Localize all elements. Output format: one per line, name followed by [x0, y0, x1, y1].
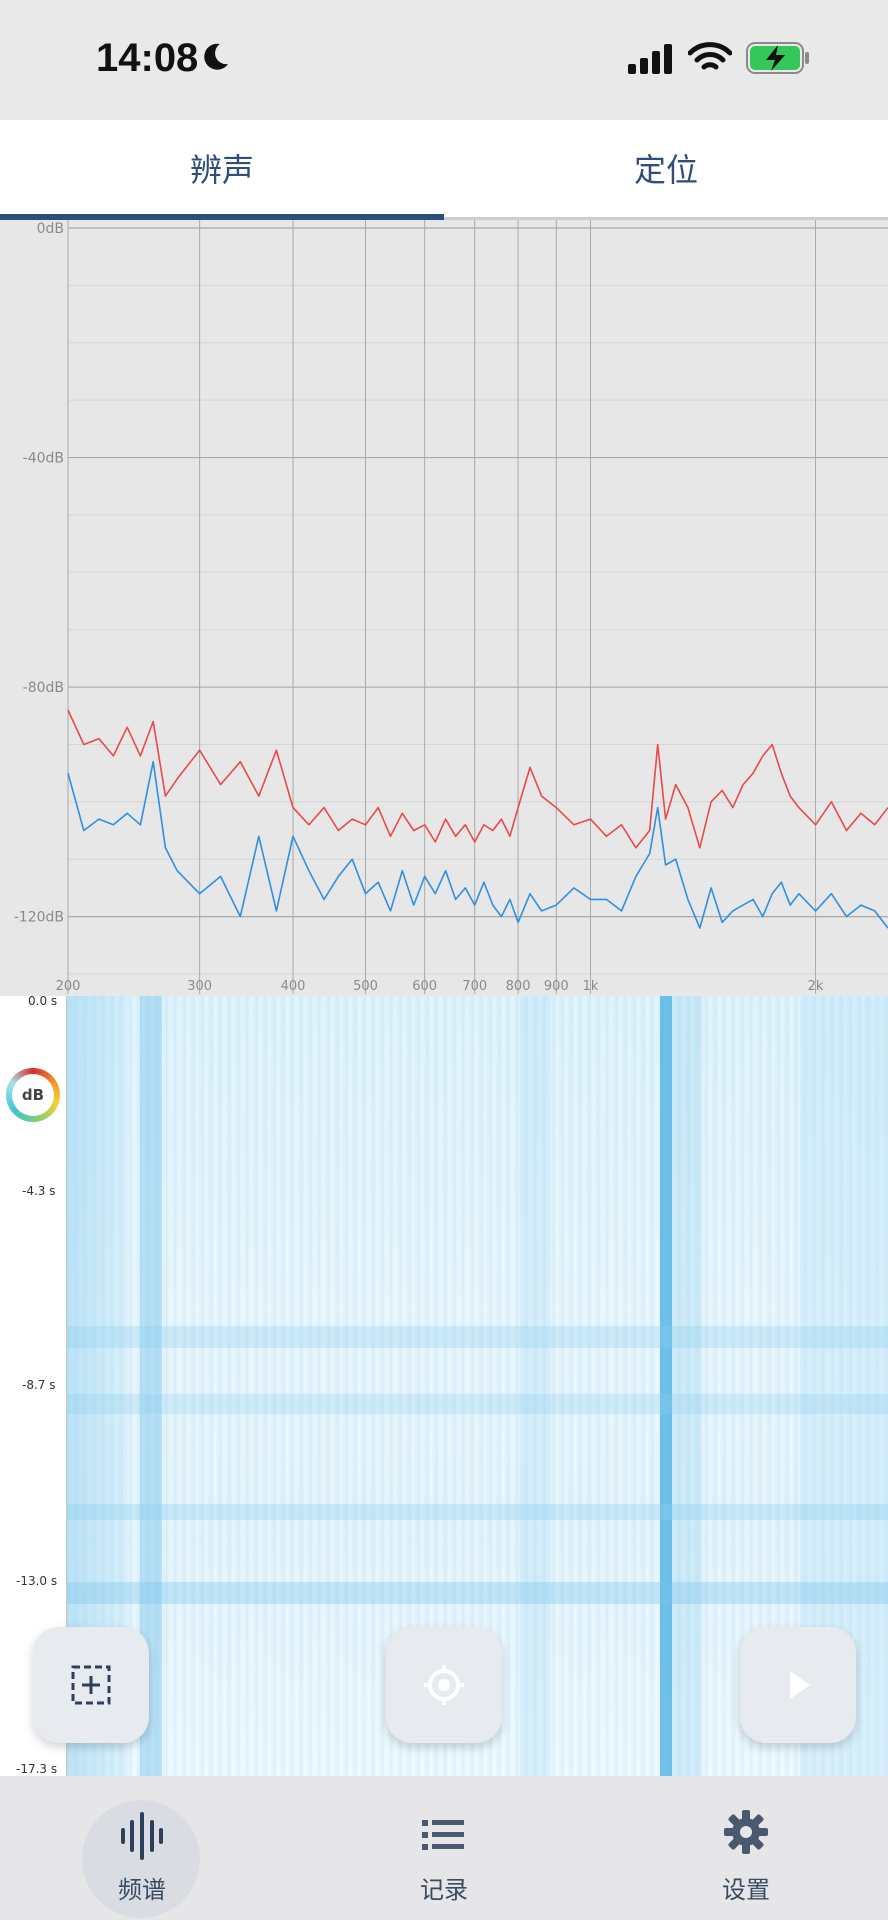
play-icon — [790, 1671, 810, 1699]
nav-settings[interactable]: 设置 — [646, 1776, 846, 1920]
heat-band — [67, 1582, 888, 1604]
time-label: 0.0 s — [28, 996, 58, 1008]
nav-label: 设置 — [722, 1876, 770, 1904]
x-tick-label: 400 — [281, 979, 306, 994]
cellular-signal-icon — [628, 44, 672, 74]
nav-label: 频谱 — [118, 1876, 166, 1904]
y-tick-label: -120dB — [14, 910, 64, 926]
locate-button[interactable] — [386, 1627, 502, 1743]
y-tick-label: -40dB — [23, 451, 64, 467]
x-tick-label: 300 — [187, 979, 212, 994]
heat-band — [660, 996, 672, 1776]
gear-icon — [724, 1810, 768, 1854]
heat-band — [140, 996, 162, 1776]
select-region-button[interactable] — [33, 1627, 149, 1743]
select-region-icon — [71, 1665, 111, 1705]
target-icon — [424, 1665, 464, 1705]
x-tick-label: 500 — [353, 979, 378, 994]
y-tick-label: 0dB — [37, 221, 64, 237]
list-icon — [422, 1820, 464, 1850]
heat-band — [672, 996, 702, 1776]
spectrum-series-line — [67, 709, 888, 849]
spectrum-series-line — [67, 760, 888, 929]
status-bar: 14:08 — [0, 0, 888, 120]
db-dial-label: dB — [12, 1074, 54, 1116]
y-tick-label: -80dB — [23, 680, 64, 696]
x-tick-label: 200 — [56, 979, 81, 994]
time-label: -8.7 s — [22, 1378, 56, 1392]
time-label: -4.3 s — [22, 1184, 56, 1198]
time-label: -17.3 s — [16, 1762, 58, 1776]
x-tick-label: 600 — [412, 979, 437, 994]
x-tick-label: 2k — [808, 979, 824, 994]
heat-band — [67, 1326, 888, 1348]
heat-band — [520, 996, 550, 1776]
active-tab-indicator — [0, 214, 444, 220]
spectrum-chart[interactable]: 0dB -40dB -80dB -120dB 200 300 400 500 600 700 800… — [0, 220, 888, 996]
nav-spectrum[interactable]: 频谱 — [42, 1776, 242, 1920]
moon-icon — [204, 43, 228, 70]
waveform-icon — [121, 1812, 163, 1860]
tab-identify[interactable]: 辨声 — [189, 151, 254, 189]
time-label: -13.0 s — [16, 1574, 58, 1588]
wifi-icon — [688, 42, 732, 70]
tab-locate[interactable]: 定位 — [633, 151, 698, 189]
db-level-dial[interactable]: dB — [6, 1068, 60, 1122]
nav-records[interactable]: 记录 — [344, 1776, 544, 1920]
play-button[interactable] — [740, 1627, 856, 1743]
segment-tabs: 辨声 定位 — [0, 120, 888, 220]
heat-band — [67, 1394, 888, 1414]
spectrum-plot: 0dB -40dB -80dB -120dB 200 300 400 500 600 700 800… — [14, 220, 888, 994]
x-tick-label: 1k — [583, 979, 599, 994]
nav-label: 记录 — [420, 1876, 468, 1904]
tab-divider — [444, 217, 888, 220]
heat-band — [67, 1504, 888, 1520]
bottom-nav: 频谱 记录 设置 — [0, 1776, 888, 1920]
x-tick-label: 900 — [544, 979, 569, 994]
status-time: 14:08 — [96, 36, 199, 80]
x-tick-label: 800 — [506, 979, 531, 994]
x-tick-label: 700 — [462, 979, 487, 994]
battery-charging-icon — [746, 42, 809, 74]
